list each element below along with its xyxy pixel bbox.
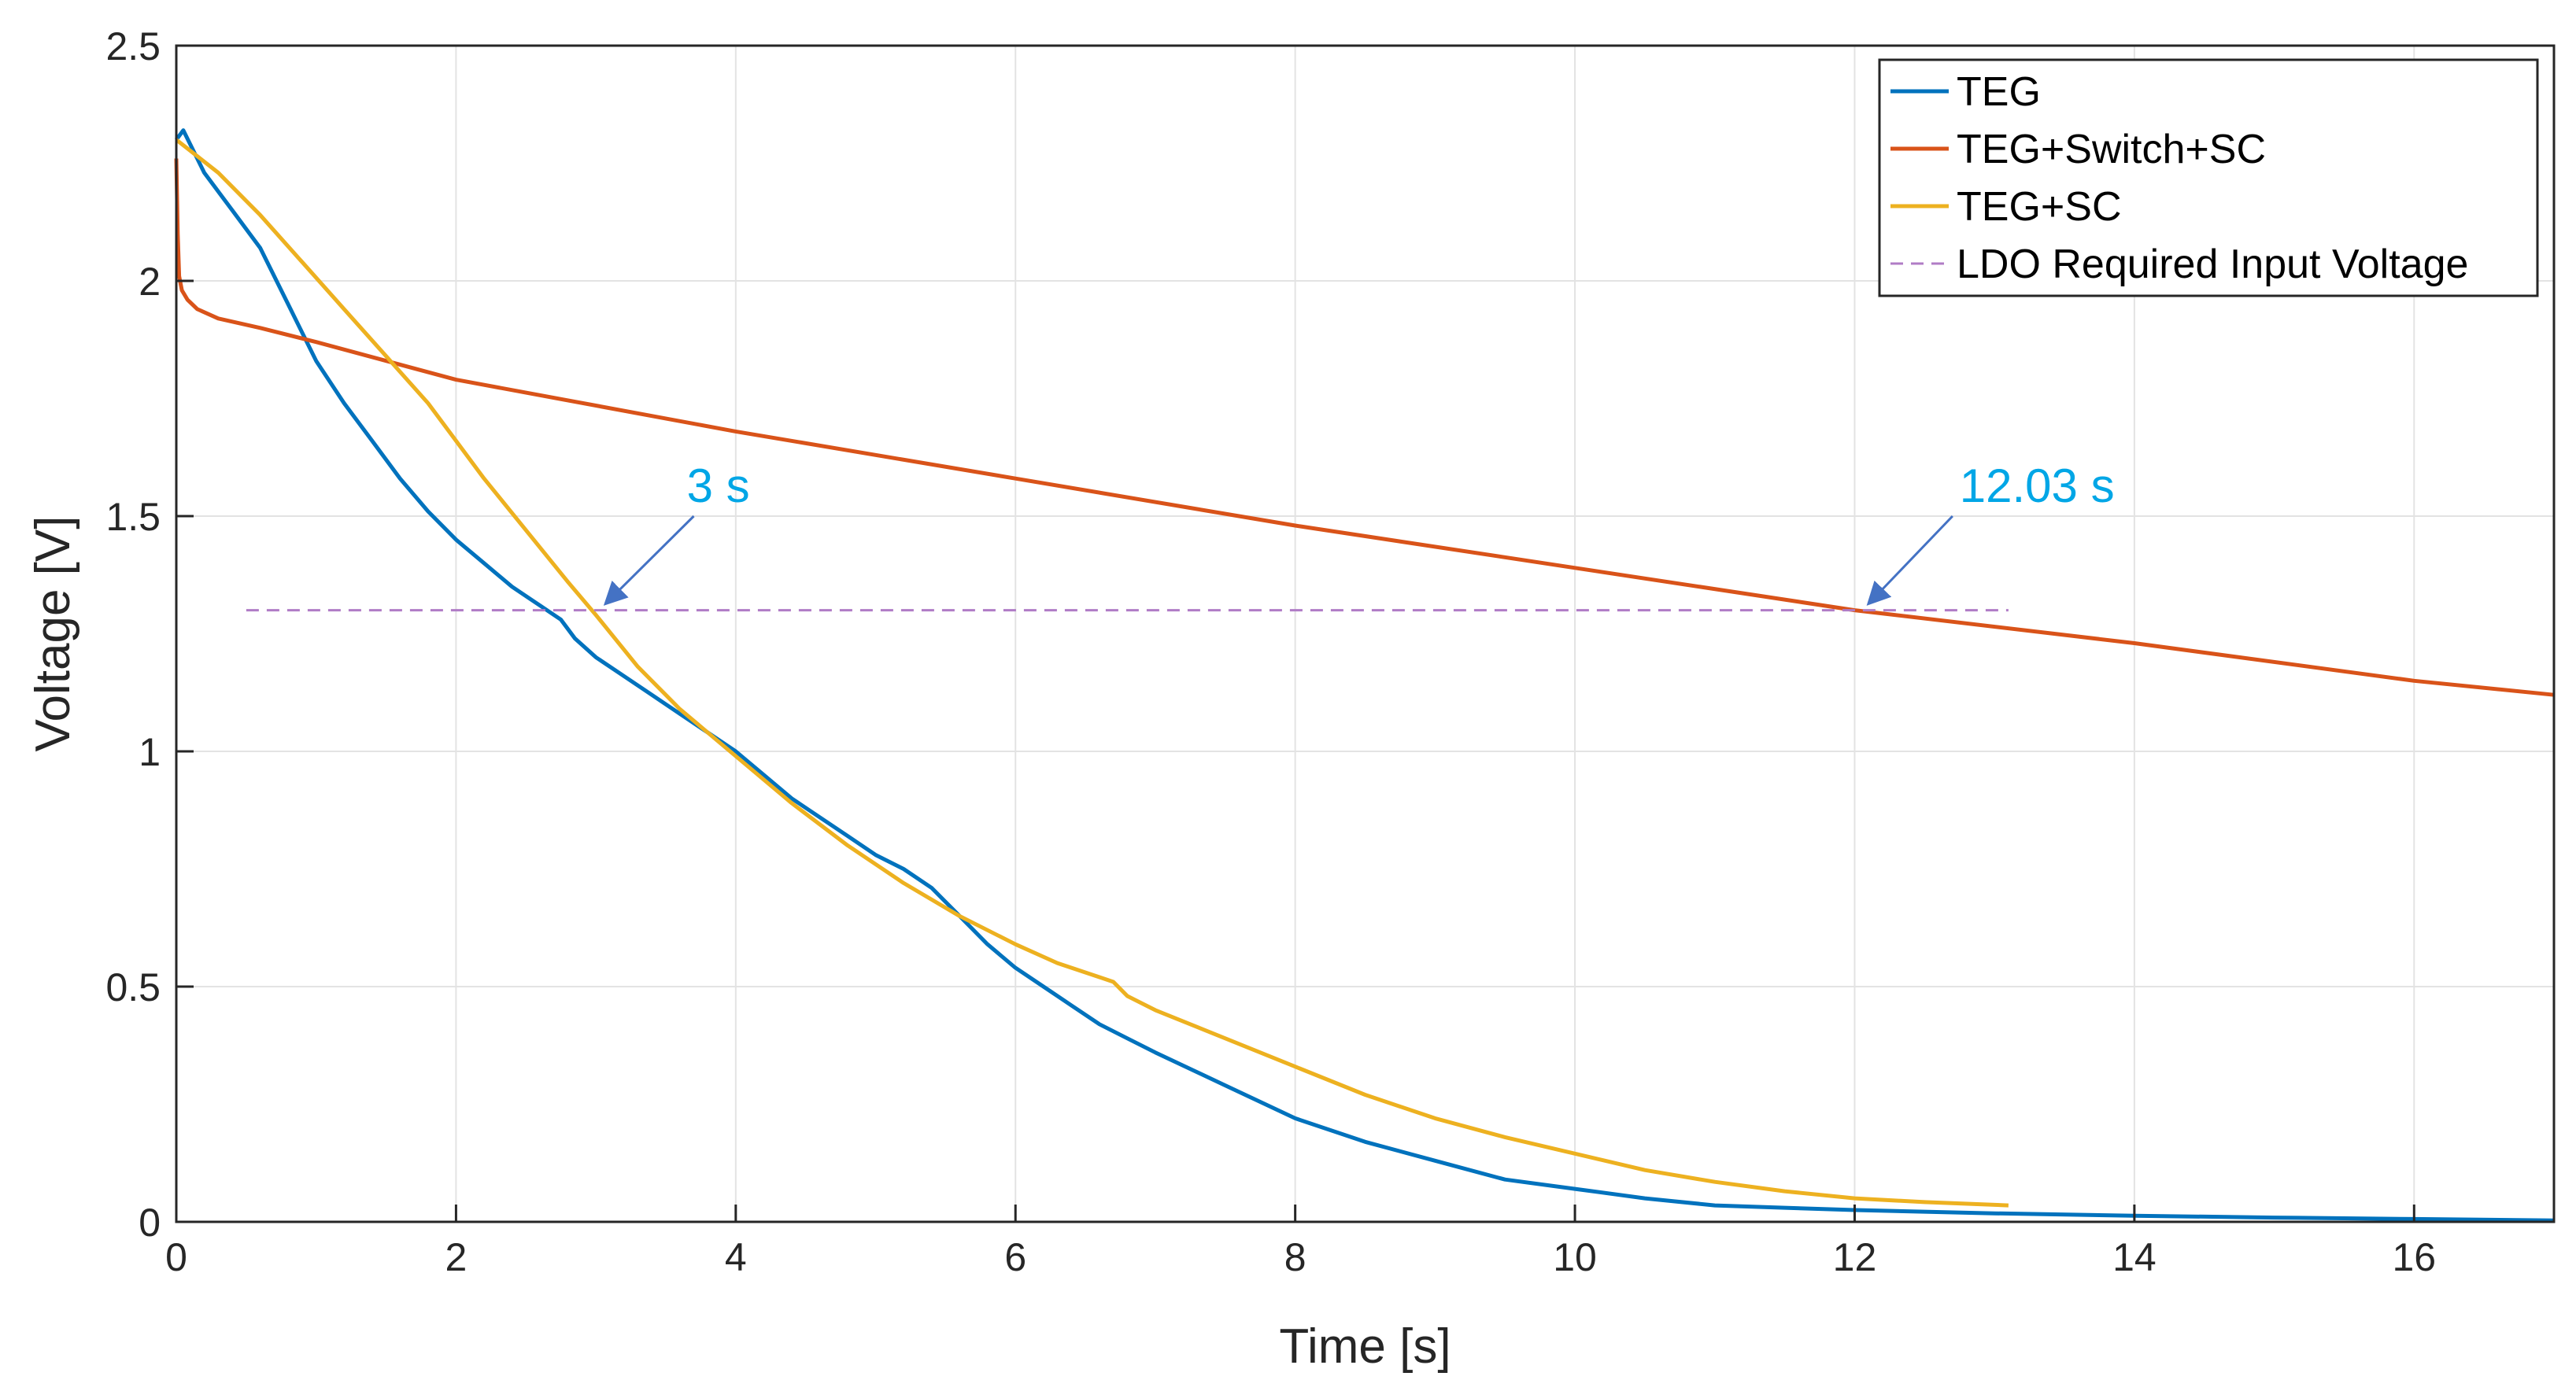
series-lines xyxy=(174,128,2555,1223)
x-tick-label: 14 xyxy=(2112,1235,2157,1279)
series-line-teg-switch-sc xyxy=(174,158,2555,697)
legend-label: TEG+Switch+SC xyxy=(1957,127,2266,172)
legend-label: LDO Required Input Voltage xyxy=(1957,242,2468,287)
x-tick-label: 6 xyxy=(1004,1235,1026,1279)
x-axis-title: Time [s] xyxy=(1279,1319,1451,1374)
y-axis-title: Voltage [V] xyxy=(26,516,80,752)
x-tick-label: 4 xyxy=(725,1235,747,1279)
x-tick-label: 0 xyxy=(165,1235,187,1279)
series-line-teg-sc xyxy=(175,138,2009,1208)
annotation-arrow xyxy=(1866,515,1953,606)
series-line-teg xyxy=(174,128,2555,1223)
legend-label: TEG+SC xyxy=(1957,184,2122,230)
axis-ticks: 0 2 4 6 8 10 12 14 16 0 0.5 1 1.5 2 2.5 xyxy=(105,24,2436,1279)
y-tick-label: 0.5 xyxy=(105,965,161,1009)
annotation-label: 12.03 s xyxy=(1960,459,2115,512)
y-tick-label: 2.5 xyxy=(105,24,161,68)
annotation-label: 3 s xyxy=(687,459,750,512)
x-tick-label: 12 xyxy=(1833,1235,1877,1279)
x-tick-label: 2 xyxy=(445,1235,468,1279)
y-tick-label: 1.5 xyxy=(105,495,161,539)
y-tick-label: 0 xyxy=(139,1201,161,1245)
y-tick-label: 1 xyxy=(139,730,161,774)
y-tick-label: 2 xyxy=(139,260,161,304)
legend: TEG TEG+Switch+SC TEG+SC LDO Required Input… xyxy=(1878,58,2539,297)
legend-label: TEG xyxy=(1957,69,2041,115)
x-tick-label: 10 xyxy=(1553,1235,1597,1279)
annotations: 3 s 12.03 s xyxy=(603,459,2115,606)
legend-box xyxy=(1878,58,2539,297)
x-tick-label: 16 xyxy=(2392,1235,2436,1279)
x-tick-label: 8 xyxy=(1284,1235,1306,1279)
plot-area-frame xyxy=(175,44,2556,1223)
annotation-arrow xyxy=(603,515,695,606)
